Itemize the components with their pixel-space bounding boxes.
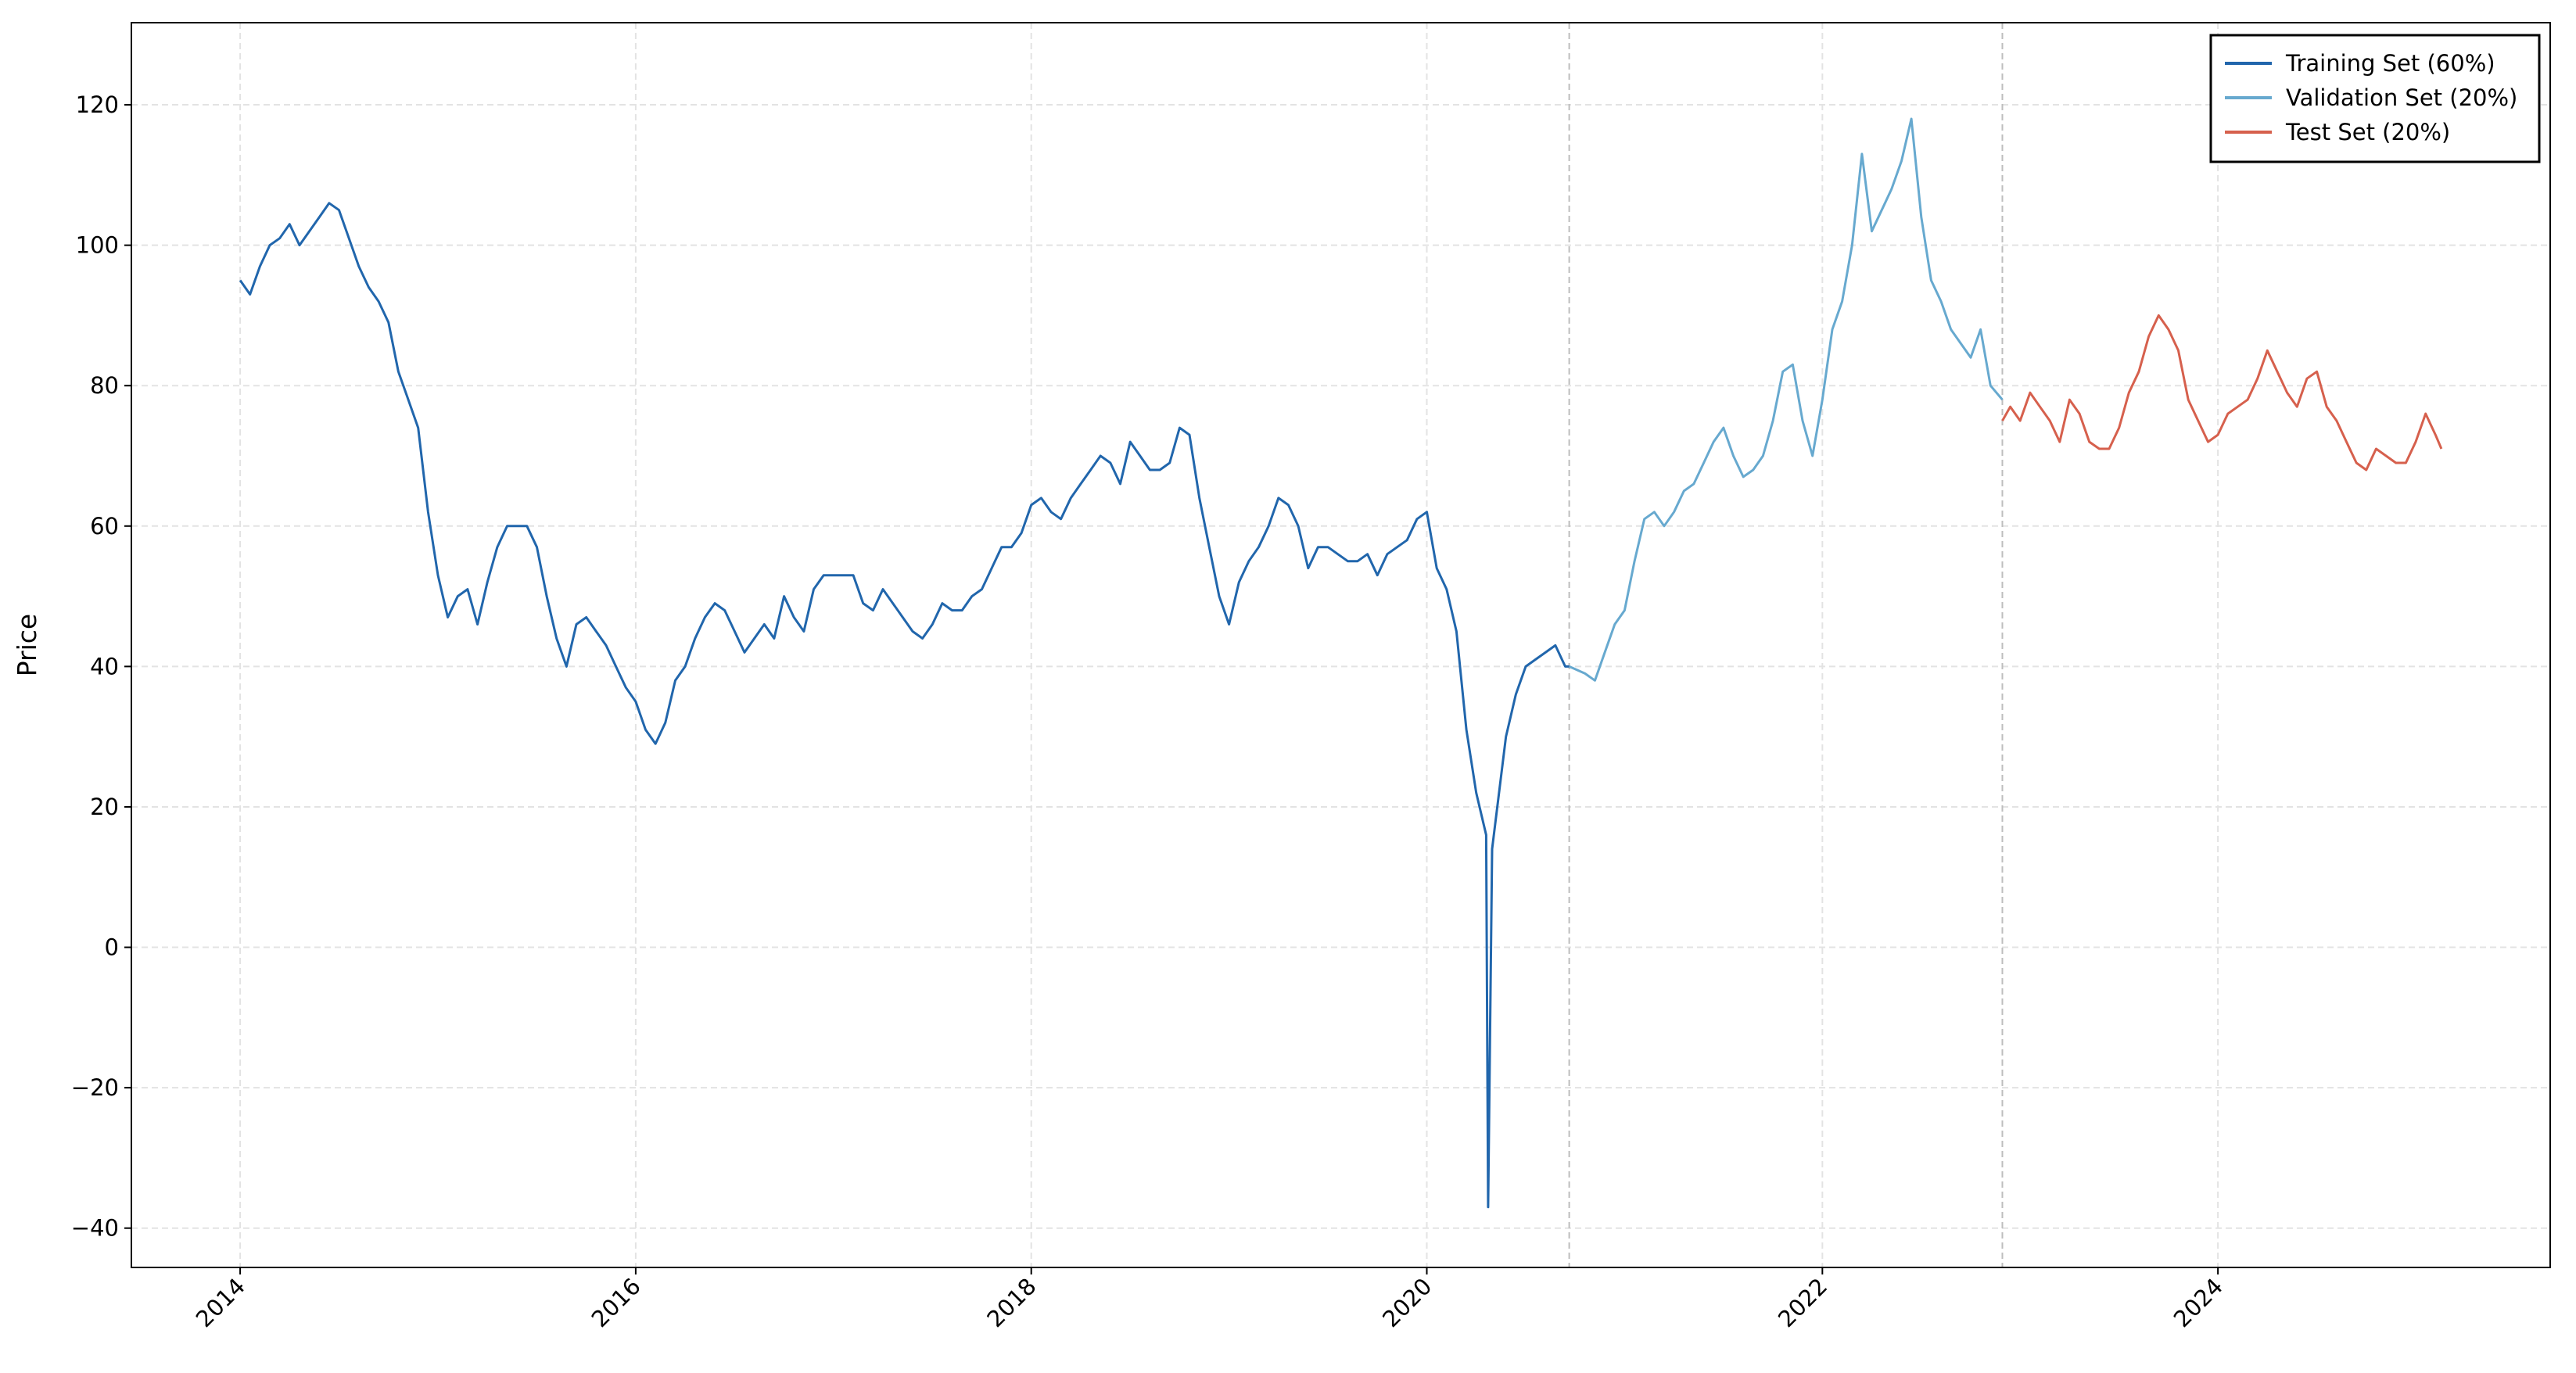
- y-tick-label: 40: [90, 653, 119, 679]
- y-tick-label: 20: [90, 794, 119, 820]
- y-axis-label: Price: [12, 614, 42, 677]
- series-line: [2001, 314, 2443, 471]
- plot-frame: [131, 22, 2551, 1268]
- x-tick-label: 2024: [2169, 1273, 2228, 1332]
- y-tick-label: −40: [71, 1215, 119, 1242]
- legend-label: Training Set (60%): [2285, 50, 2495, 77]
- y-tick-label: 120: [76, 91, 119, 118]
- legend-label: Test Set (20%): [2285, 119, 2450, 145]
- x-tick-label: 2020: [1377, 1273, 1437, 1332]
- x-tick-label: 2022: [1773, 1273, 1832, 1332]
- x-tick-label: 2018: [981, 1273, 1041, 1332]
- y-tick-label: 0: [105, 934, 119, 961]
- y-tick-label: 60: [90, 513, 119, 540]
- y-tick-label: 100: [76, 232, 119, 259]
- series-line: [1568, 117, 2004, 682]
- y-tick-label: 80: [90, 372, 119, 399]
- x-tick-label: 2014: [191, 1273, 250, 1332]
- y-tick-label: −20: [71, 1074, 119, 1101]
- legend-label: Validation Set (20%): [2286, 84, 2517, 111]
- x-tick-label: 2016: [587, 1273, 646, 1332]
- legend: Training Set (60%) Validation Set (20%) Te…: [2209, 34, 2541, 163]
- series-line: [239, 202, 1570, 1209]
